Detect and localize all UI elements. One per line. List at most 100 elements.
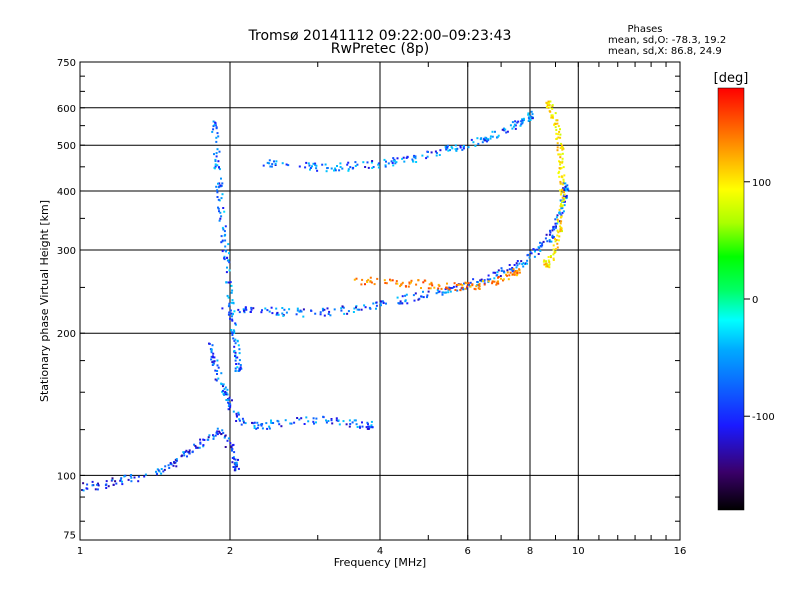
data-point bbox=[225, 271, 228, 274]
data-point bbox=[162, 470, 165, 473]
data-point bbox=[224, 225, 227, 228]
data-point bbox=[474, 144, 477, 147]
data-point bbox=[217, 186, 220, 189]
data-point bbox=[373, 283, 376, 286]
data-point bbox=[235, 356, 237, 359]
data-point bbox=[351, 421, 354, 424]
data-point bbox=[225, 399, 228, 401]
data-point bbox=[210, 355, 213, 358]
data-point bbox=[539, 249, 542, 252]
data-point bbox=[315, 417, 318, 420]
data-point bbox=[523, 119, 525, 122]
data-point bbox=[364, 306, 367, 309]
data-point bbox=[249, 311, 252, 313]
data-point bbox=[516, 264, 519, 267]
data-point bbox=[217, 206, 219, 209]
data-point bbox=[366, 427, 369, 430]
data-point bbox=[224, 233, 227, 236]
data-point bbox=[234, 367, 237, 370]
data-point bbox=[348, 419, 351, 422]
data-point bbox=[549, 256, 552, 259]
data-point bbox=[435, 154, 438, 157]
data-point bbox=[381, 300, 384, 303]
data-point bbox=[217, 182, 219, 185]
data-point bbox=[221, 250, 224, 253]
data-point bbox=[224, 245, 227, 248]
data-point bbox=[220, 197, 223, 200]
data-point bbox=[565, 194, 568, 197]
data-point bbox=[225, 281, 228, 284]
data-point bbox=[548, 266, 551, 269]
data-point bbox=[554, 126, 557, 129]
stats-o: mean, sd,O: -78.3, 19.2 bbox=[608, 35, 726, 46]
data-point bbox=[230, 291, 233, 294]
data-point bbox=[334, 167, 337, 170]
data-point bbox=[335, 419, 338, 422]
data-point bbox=[553, 252, 556, 254]
data-point bbox=[516, 121, 519, 124]
data-point bbox=[244, 306, 247, 309]
x-tick-label: 10 bbox=[572, 546, 585, 557]
data-point bbox=[522, 117, 525, 120]
data-point bbox=[558, 167, 561, 170]
data-point bbox=[437, 287, 440, 290]
data-point bbox=[188, 449, 191, 452]
data-point bbox=[559, 205, 562, 208]
data-point bbox=[514, 120, 517, 123]
data-point bbox=[218, 150, 221, 153]
data-point bbox=[548, 240, 551, 243]
data-point bbox=[417, 298, 420, 301]
data-point bbox=[539, 241, 541, 244]
stats-x: mean, sd,X: 86.8, 24.9 bbox=[608, 46, 722, 57]
data-point bbox=[260, 424, 263, 427]
data-point bbox=[423, 279, 426, 282]
data-point bbox=[566, 184, 569, 187]
data-point bbox=[426, 294, 429, 297]
data-point bbox=[367, 423, 369, 426]
data-point bbox=[521, 263, 524, 266]
data-point bbox=[552, 253, 555, 256]
data-point bbox=[515, 266, 518, 269]
data-point bbox=[227, 313, 230, 316]
data-point bbox=[97, 482, 99, 485]
data-point bbox=[223, 436, 226, 439]
data-point bbox=[261, 309, 263, 312]
data-point bbox=[563, 188, 566, 191]
data-point bbox=[557, 231, 560, 234]
data-point bbox=[216, 189, 219, 192]
data-point bbox=[268, 162, 271, 165]
data-point bbox=[549, 255, 552, 257]
data-point bbox=[231, 461, 234, 464]
data-point bbox=[307, 162, 310, 165]
y-tick-label: 75 bbox=[63, 530, 76, 541]
data-point bbox=[547, 102, 550, 105]
data-point bbox=[229, 403, 232, 406]
data-point bbox=[561, 152, 564, 155]
data-point bbox=[448, 286, 451, 289]
data-point bbox=[207, 438, 210, 441]
data-point bbox=[511, 121, 514, 124]
data-point bbox=[226, 388, 229, 391]
data-point bbox=[513, 271, 516, 274]
data-point bbox=[223, 258, 226, 261]
data-point bbox=[155, 470, 157, 473]
data-point bbox=[278, 423, 281, 426]
data-point bbox=[239, 368, 241, 371]
data-point bbox=[557, 153, 560, 156]
data-point bbox=[315, 167, 318, 170]
data-point bbox=[186, 455, 188, 458]
data-point bbox=[486, 140, 488, 143]
data-point bbox=[557, 133, 560, 136]
data-point bbox=[559, 180, 562, 183]
data-point bbox=[323, 308, 326, 311]
data-point bbox=[518, 271, 521, 274]
data-point bbox=[231, 444, 234, 447]
data-point bbox=[555, 225, 557, 228]
data-point bbox=[330, 418, 333, 420]
data-point bbox=[164, 465, 167, 468]
data-point bbox=[333, 308, 336, 311]
data-point bbox=[215, 185, 218, 188]
data-point bbox=[522, 262, 525, 265]
data-point bbox=[366, 281, 369, 283]
data-point bbox=[506, 271, 509, 274]
